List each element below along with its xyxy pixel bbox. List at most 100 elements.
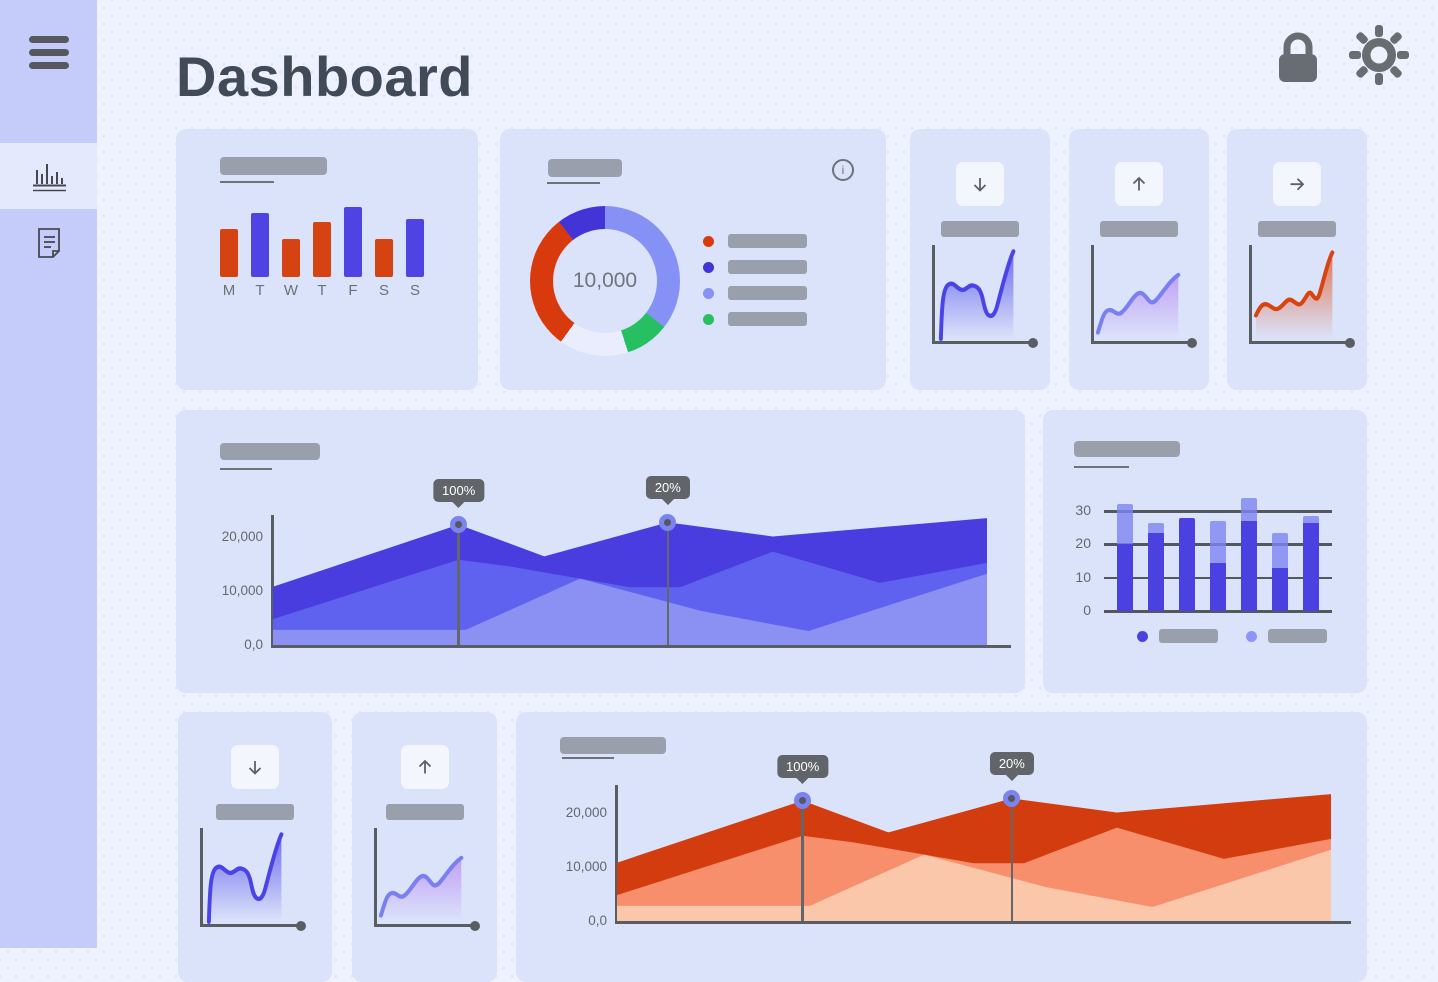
donut-chart: [530, 206, 680, 356]
sidebar-item-documents[interactable]: [0, 209, 97, 279]
area-series-light: [617, 849, 1331, 921]
stacked-bar-light: [1271, 532, 1288, 568]
placeholder-title: [220, 443, 320, 460]
placeholder-title: [548, 159, 622, 177]
stat-card-right: [1227, 129, 1367, 390]
marker-line: [666, 522, 670, 645]
blue-area-chart-card: 20,000 10,000 0,0 100% 20%: [176, 410, 1025, 693]
placeholder-title: [220, 157, 327, 175]
placeholder-underline: [547, 182, 600, 184]
placeholder-label: [1258, 221, 1336, 237]
info-icon[interactable]: i: [832, 159, 854, 181]
stacked-bar-light: [1116, 504, 1133, 545]
weekday-label: T: [255, 282, 265, 299]
x-axis: [271, 645, 1011, 648]
stacked-bar-dark: [1240, 521, 1257, 611]
sparkline-chart: [932, 245, 1038, 348]
tooltip: 20%: [645, 476, 690, 500]
placeholder-underline: [562, 757, 614, 759]
legend-dot: [1246, 630, 1257, 642]
stacked-legend: [1137, 629, 1327, 643]
tooltip: 100%: [777, 754, 829, 778]
weekday-bar-chart: [220, 207, 424, 277]
gridline: [1104, 510, 1332, 513]
placeholder-label: [728, 260, 807, 274]
sparkline-chart: [1249, 245, 1355, 348]
weekday-bar: [282, 239, 300, 277]
sparkline-purple: [378, 855, 464, 922]
lock-icon[interactable]: [1272, 30, 1324, 88]
stat-card-up: [1069, 129, 1209, 390]
stacked-bars-card: 0 10 20 30: [1043, 410, 1367, 693]
donut-card: i 10,000: [500, 129, 886, 390]
stacked-bar-dark: [1178, 517, 1195, 611]
stacked-bar-dark: [1271, 567, 1288, 611]
arrow-up-button[interactable]: [400, 745, 449, 789]
y-axis-label: 10,000: [221, 583, 263, 598]
arrow-down-icon: [248, 761, 262, 775]
sparkline-red: [1253, 250, 1335, 339]
legend-dot: [703, 235, 714, 247]
stacked-bar-dark: [1209, 562, 1226, 611]
stacked-bar-dark: [1302, 522, 1319, 611]
area-series-light: [273, 573, 987, 645]
placeholder-label: [728, 234, 807, 248]
legend-dot: [703, 287, 714, 299]
data-point-marker[interactable]: [794, 792, 812, 810]
area-series: [273, 518, 987, 645]
weekday-bar: [344, 207, 362, 277]
dashboard-page: { "app": { "title": "Dashboard" }, "colo…: [0, 0, 1438, 948]
document-icon: [37, 228, 60, 258]
sparkline-purple: [1095, 272, 1181, 339]
placeholder-label: [1100, 221, 1178, 237]
stacked-bar-dark: [1147, 532, 1164, 611]
gridline: [1104, 610, 1332, 613]
placeholder-underline: [220, 468, 272, 470]
red-area-chart-card: 20,000 10,000 0,0 100% 20%: [516, 712, 1367, 982]
arrow-right-icon: [1290, 178, 1305, 191]
placeholder-label: [1159, 629, 1218, 643]
stat-card-down: [910, 129, 1050, 390]
weekday-label: S: [378, 282, 389, 299]
data-point-marker[interactable]: [450, 516, 468, 534]
donut-legend-item: [703, 260, 807, 274]
placeholder-underline: [1074, 466, 1129, 468]
data-point-marker[interactable]: [1003, 789, 1021, 807]
tooltip: 100%: [433, 478, 485, 502]
hamburger-menu-icon[interactable]: [29, 36, 69, 75]
arrow-right-button[interactable]: [1273, 162, 1321, 206]
donut-legend-item: [703, 286, 807, 300]
sidebar-item-charts[interactable]: [0, 143, 97, 209]
placeholder-label: [941, 221, 1019, 237]
arrow-down-button[interactable]: [956, 162, 1004, 206]
placeholder-label: [728, 286, 807, 300]
data-point-marker[interactable]: [659, 513, 677, 531]
weekday-bar: [220, 229, 238, 277]
weekday-bar: [313, 222, 331, 277]
tooltip: 20%: [989, 752, 1034, 776]
y-axis-label: 20,000: [221, 529, 263, 544]
weekday-label: W: [283, 282, 299, 299]
y-axis-label: 20,000: [565, 805, 607, 820]
sidebar: [0, 0, 97, 948]
arrow-down-button[interactable]: [231, 745, 279, 789]
weekday-label: M: [222, 282, 236, 299]
placeholder-title: [1074, 441, 1180, 457]
x-axis: [615, 921, 1351, 924]
legend-dot: [1137, 630, 1148, 642]
bar-chart-icon: [32, 164, 66, 192]
weekday-label: S: [409, 282, 420, 299]
legend-dot: [703, 261, 714, 273]
weekday-bar: [375, 239, 393, 277]
gear-icon[interactable]: [1348, 24, 1410, 86]
sparkline-chart: [374, 828, 480, 931]
arrow-up-button[interactable]: [1115, 162, 1163, 206]
area-chart-plot: [617, 786, 1331, 921]
stacked-legend-item: [1137, 629, 1218, 643]
stacked-bar-light: [1209, 521, 1226, 563]
marker-line: [801, 800, 804, 921]
arrow-up-icon: [418, 759, 431, 774]
donut-legend-item: [703, 234, 807, 248]
